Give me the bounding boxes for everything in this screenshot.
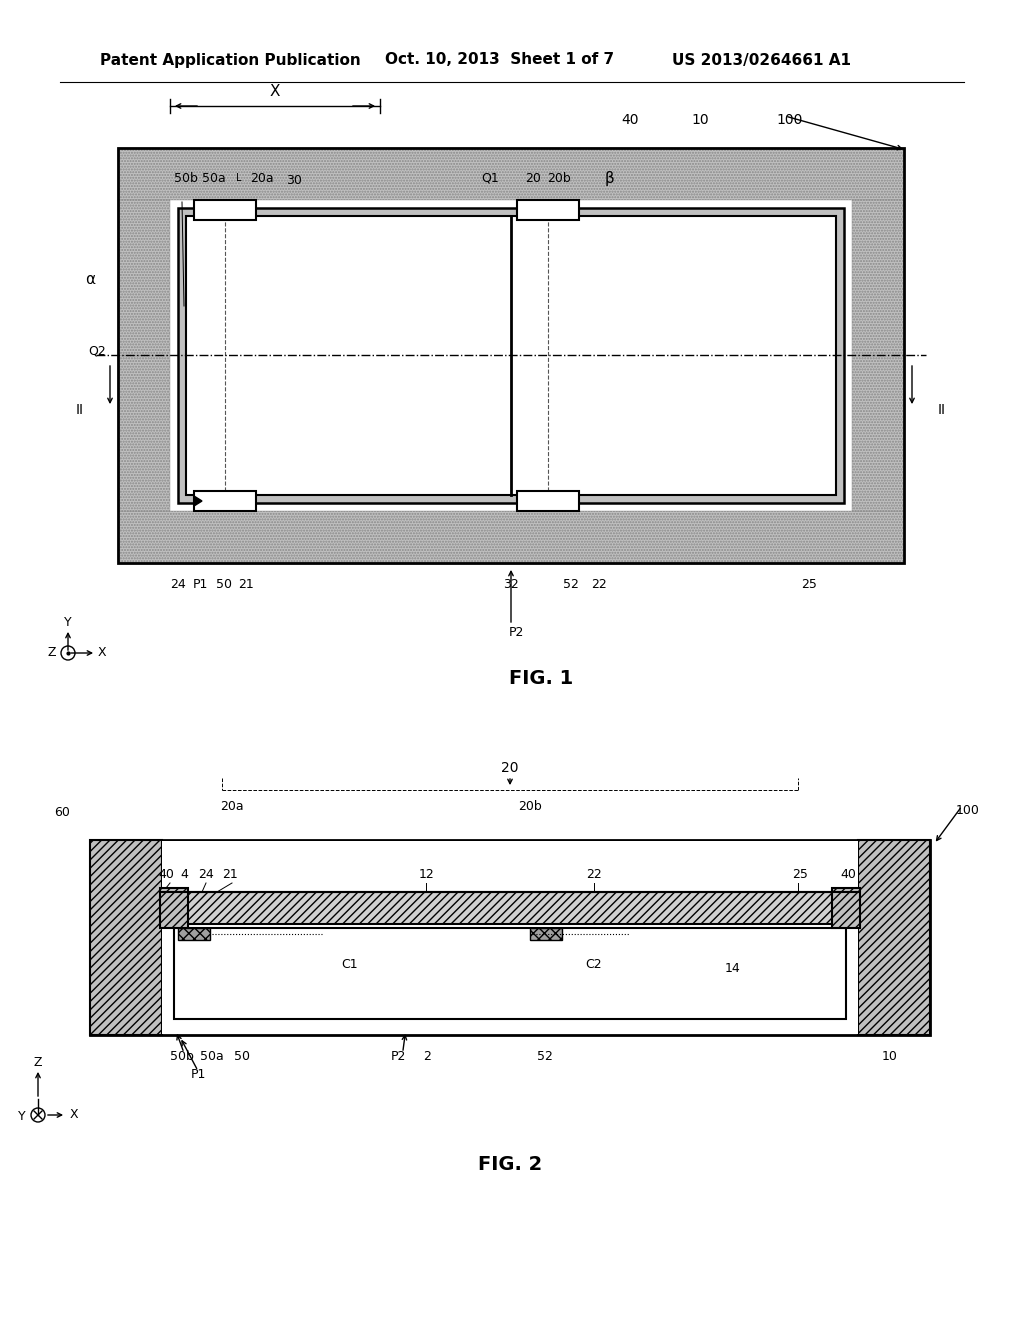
Text: 30: 30 xyxy=(286,173,302,186)
Bar xyxy=(118,201,170,511)
Text: X: X xyxy=(70,1109,78,1122)
Text: 52: 52 xyxy=(563,578,579,591)
Text: 2: 2 xyxy=(423,1051,430,1064)
Text: 25: 25 xyxy=(801,578,817,591)
Text: II: II xyxy=(76,403,84,417)
Text: 22: 22 xyxy=(591,578,607,591)
Text: X: X xyxy=(97,647,106,660)
Bar xyxy=(186,216,836,495)
Text: 14: 14 xyxy=(725,962,740,975)
Text: 22: 22 xyxy=(586,869,601,882)
Text: 60: 60 xyxy=(54,805,70,818)
Bar xyxy=(852,201,904,511)
Text: 100: 100 xyxy=(956,804,980,817)
Bar xyxy=(530,928,562,940)
Text: 21: 21 xyxy=(239,578,254,591)
Text: FIG. 2: FIG. 2 xyxy=(478,1155,542,1175)
Text: P2: P2 xyxy=(391,1051,407,1064)
Text: 4: 4 xyxy=(180,869,188,882)
Text: 50b: 50b xyxy=(174,172,198,185)
Bar xyxy=(517,491,579,511)
Text: 20b: 20b xyxy=(518,800,542,813)
Bar xyxy=(118,511,904,564)
Text: 21: 21 xyxy=(222,869,238,882)
Text: 50: 50 xyxy=(234,1051,250,1064)
Bar xyxy=(174,928,846,1019)
Text: Q2: Q2 xyxy=(88,345,106,358)
Text: Z: Z xyxy=(34,1056,42,1069)
Text: 20: 20 xyxy=(525,172,541,185)
Text: 100: 100 xyxy=(777,114,803,127)
Text: P1: P1 xyxy=(193,578,208,591)
Text: 50a: 50a xyxy=(200,1051,224,1064)
Bar xyxy=(517,201,579,220)
Bar xyxy=(118,148,904,201)
Text: Z: Z xyxy=(48,647,56,660)
Text: 50a: 50a xyxy=(202,172,225,185)
Text: 52: 52 xyxy=(537,1051,553,1064)
Bar xyxy=(118,201,170,511)
Bar xyxy=(858,840,930,1035)
Bar xyxy=(831,888,860,928)
Bar xyxy=(194,491,256,511)
Text: Y: Y xyxy=(18,1110,26,1123)
Text: P2: P2 xyxy=(508,627,523,639)
Text: 40: 40 xyxy=(840,869,856,882)
Polygon shape xyxy=(194,496,202,506)
Bar xyxy=(162,892,858,924)
Text: 25: 25 xyxy=(792,869,808,882)
Bar xyxy=(90,840,930,1035)
Bar xyxy=(852,201,904,511)
Text: 40: 40 xyxy=(158,869,174,882)
Text: FIG. 1: FIG. 1 xyxy=(509,668,573,688)
Text: 24: 24 xyxy=(170,578,186,591)
Bar xyxy=(118,511,904,564)
Text: 10: 10 xyxy=(691,114,709,127)
Text: α: α xyxy=(85,272,95,288)
Text: C2: C2 xyxy=(585,958,602,972)
Bar xyxy=(178,928,210,940)
Text: 24: 24 xyxy=(198,869,214,882)
Bar xyxy=(118,148,904,564)
Text: US 2013/0264661 A1: US 2013/0264661 A1 xyxy=(672,53,851,67)
Text: II: II xyxy=(938,403,946,417)
Bar xyxy=(118,148,904,201)
Text: 40: 40 xyxy=(622,114,639,127)
Text: Patent Application Publication: Patent Application Publication xyxy=(100,53,360,67)
Bar xyxy=(178,209,844,503)
Text: 50b: 50b xyxy=(170,1051,194,1064)
Text: Q1: Q1 xyxy=(481,172,499,185)
Text: 12: 12 xyxy=(419,869,434,882)
Bar xyxy=(90,840,162,1035)
Text: β: β xyxy=(605,170,614,186)
Text: X: X xyxy=(269,84,281,99)
Text: C1: C1 xyxy=(342,958,358,972)
Bar xyxy=(162,841,858,1034)
Text: Oct. 10, 2013  Sheet 1 of 7: Oct. 10, 2013 Sheet 1 of 7 xyxy=(385,53,614,67)
Text: 20a: 20a xyxy=(250,172,273,185)
Text: Y: Y xyxy=(65,616,72,630)
Text: 20b: 20b xyxy=(547,172,570,185)
Bar xyxy=(160,888,188,928)
Text: 32: 32 xyxy=(503,578,519,591)
Text: 20a: 20a xyxy=(220,800,244,813)
Text: 10: 10 xyxy=(882,1051,898,1064)
Text: P1: P1 xyxy=(190,1068,206,1081)
Text: 20: 20 xyxy=(502,762,519,775)
Text: 50: 50 xyxy=(216,578,232,591)
Bar xyxy=(194,201,256,220)
Text: L: L xyxy=(236,173,242,183)
